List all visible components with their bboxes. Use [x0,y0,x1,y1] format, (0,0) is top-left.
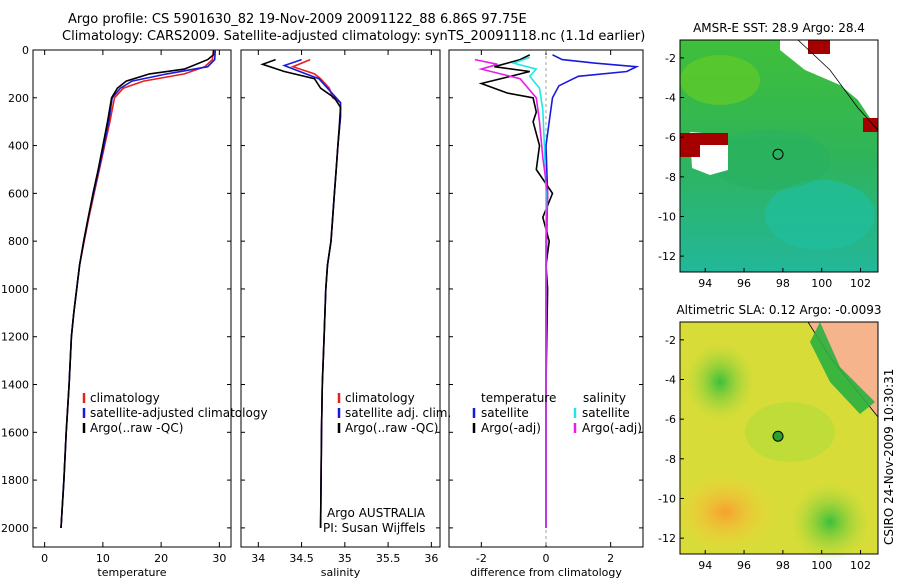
sst_map-xtick-label: 98 [776,277,790,290]
temperature-xtick-label: 20 [154,552,168,565]
sst_map-ytick-label: -10 [658,210,676,223]
depth-tick-label: 1000 [1,283,29,296]
figure-title-line1: Argo profile: CS 5901630_82 19-Nov-2009 … [68,12,527,27]
sst-warm-patch [680,55,760,105]
temperature-series-2-line [60,50,215,528]
sst_map-xtick-label: 94 [698,277,712,290]
depth-tick-label: 1200 [1,331,29,344]
sla-mid-patch [745,402,835,462]
difference-series-3-line [474,58,549,528]
difference-legend-label: satellite [481,406,529,420]
sst_map-ytick-label: -12 [658,250,676,263]
sst-hot-cell [698,133,728,145]
sst_map-frame [679,39,879,273]
sla_map-xtick-label: 96 [737,559,751,572]
salinity-annotation-line1: Argo AUSTRALIA [327,506,426,520]
sst-no-data-region [780,40,878,130]
sst_map-ytick-label: -2 [665,52,676,65]
sla_map-title: Altimetric SLA: 0.12 Argo: -0.0093 [676,303,881,317]
difference-xlabel: difference from climatology [470,566,622,579]
sla_map-xtick-label: 98 [776,559,790,572]
difference-xtick-label: 0 [543,552,550,565]
difference-legend-label: satellite [582,406,630,420]
sst-cool-patch [765,180,875,250]
salinity-panel-frame [240,49,441,548]
sst_map-xtick-label: 96 [737,277,751,290]
temperature-legend-label: Argo(..raw -QC) [90,421,183,435]
salinity-xtick-label: 36 [424,552,438,565]
argo-float-marker [772,148,784,160]
sst-hot-cell [808,40,830,54]
side-timestamp: CSIRO 24-Nov-2009 10:30:31 [882,369,896,545]
depth-tick-label: 1600 [1,426,29,439]
salinity-xtick-label: 35.5 [376,552,401,565]
sst-mid-patch [710,130,830,190]
difference-legend-header-temperature: temperature [481,391,556,405]
salinity-legend-label: satellite adj. clim. [345,406,451,420]
salinity-xtick-label: 34.5 [289,552,314,565]
salinity-legend-label: climatology [345,391,415,405]
sla_map-xtick-label: 94 [698,559,712,572]
sst-coastline [797,39,879,131]
depth-tick-label: 2000 [1,522,29,535]
sst_map-xtick-label: 100 [811,277,832,290]
sla-low-anomaly [685,342,755,422]
sst_map-ytick-label: -6 [665,131,676,144]
sla-shelf-band [810,322,875,414]
sla_map-frame [679,321,879,555]
depth-tick-label: 0 [22,44,29,57]
sst_map-xtick-label: 102 [850,277,871,290]
sla_map-ytick-label: -8 [665,453,676,466]
difference-legend-header-salinity: salinity [583,391,626,405]
argo-float-marker [772,430,784,442]
depth-tick-label: 1400 [1,379,29,392]
sla-low-anomaly [790,482,870,562]
sst_map-ytick-label: -4 [665,92,676,105]
sst_map-title: AMSR-E SST: 28.9 Argo: 28.4 [693,21,865,35]
depth-tick-label: 1800 [1,474,29,487]
sla_map-ytick-label: -10 [658,492,676,505]
sst-hot-cell [680,133,700,157]
temperature-xlabel: temperature [97,566,166,579]
sla_map-ytick-label: -12 [658,532,676,545]
depth-tick-label: 400 [8,140,29,153]
temperature-xtick-label: 10 [96,552,110,565]
difference-legend-label: Argo(-adj) [582,421,642,435]
sst-hot-cell [863,118,878,132]
sla_map-ytick-label: -4 [665,374,676,387]
depth-tick-label: 800 [8,235,29,248]
salinity-xtick-label: 34 [251,552,265,565]
sla_map-xtick-label: 100 [811,559,832,572]
sla-high-anomaly [675,472,775,552]
salinity-xtick-label: 35 [338,552,352,565]
sla_map-ytick-label: -6 [665,413,676,426]
depth-tick-label: 200 [8,92,29,105]
difference-legend-label: Argo(-adj) [481,421,541,435]
salinity-series-2-line [260,58,342,528]
difference-xtick-label: 2 [607,552,614,565]
temperature-panel-frame [32,49,232,548]
sla_map-xtick-label: 102 [850,559,871,572]
sst_map-ytick-label: -8 [665,171,676,184]
temperature-legend-label: climatology [90,391,160,405]
sla_map-ytick-label: -2 [665,334,676,347]
figure-title-line2: Climatology: CARS2009. Satellite-adjuste… [62,29,646,44]
salinity-legend-label: Argo(..raw -QC) [345,421,438,435]
temperature-xtick-label: 0 [41,552,48,565]
difference-xtick-label: -2 [476,552,487,565]
temperature-legend-label: satellite-adjusted climatology [90,406,268,420]
temperature-xtick-label: 30 [212,552,226,565]
salinity-annotation-line2: PI: Susan Wijffels [323,521,425,535]
salinity-xlabel: salinity [321,566,361,579]
depth-tick-label: 600 [8,187,29,200]
